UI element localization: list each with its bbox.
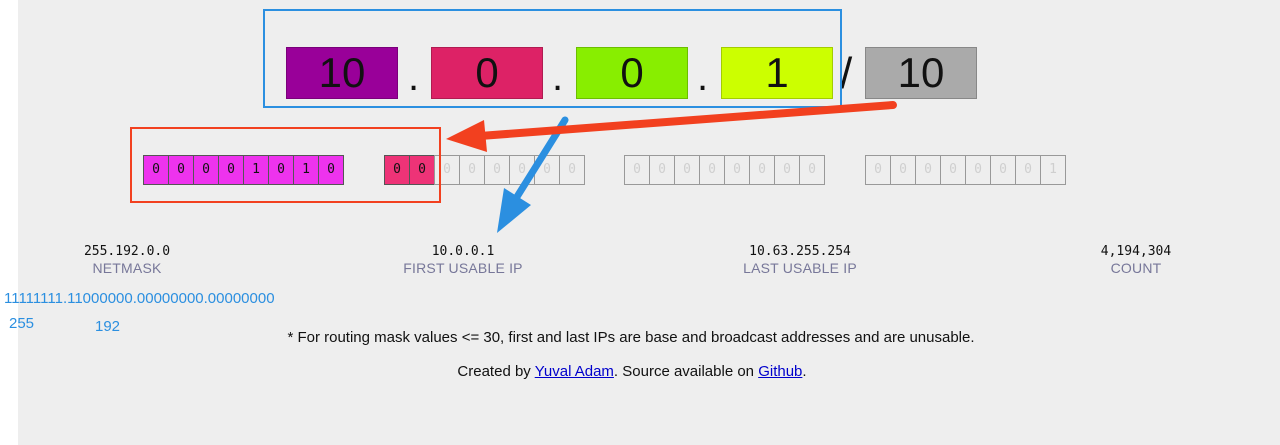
bit-cell: 0 (168, 155, 194, 185)
bit-cell: 0 (559, 155, 585, 185)
octet-2-field[interactable]: 0 (431, 47, 543, 99)
count-stat: 4,194,304 COUNT (1036, 244, 1236, 276)
bit-cell: 0 (434, 155, 460, 185)
octet-3-field[interactable]: 0 (576, 47, 688, 99)
github-link[interactable]: Github (758, 363, 803, 380)
bit-cell: 0 (318, 155, 344, 185)
annotation-192: 192 (95, 318, 121, 335)
arrow-red-head (446, 120, 487, 152)
count-label: COUNT (1110, 260, 1162, 276)
bit-cell: 0 (990, 155, 1016, 185)
period-text: . (802, 363, 807, 380)
binary-mask-annotation: 11111111.11000000.00000000.00000000 (4, 290, 275, 307)
bit-cell: 0 (940, 155, 966, 185)
bit-cell: 0 (965, 155, 991, 185)
bit-cell: 0 (459, 155, 485, 185)
netmask-label: NETMASK (92, 260, 162, 276)
bit-cell: 1 (1040, 155, 1066, 185)
highlight-box-red (130, 127, 441, 203)
bit-cell: 0 (724, 155, 750, 185)
octet-4-field[interactable]: 1 (721, 47, 833, 99)
last-ip-value: 10.63.255.254 (749, 244, 851, 259)
first-ip-value: 10.0.0.1 (431, 244, 495, 259)
author-link[interactable]: Yuval Adam (534, 363, 614, 380)
footer-credits: Created by Yuval Adam. Source available … (0, 363, 1264, 380)
bit-cell: 0 (409, 155, 435, 185)
bit-cell: 0 (268, 155, 294, 185)
first-ip-stat: 10.0.0.1 FIRST USABLE IP (363, 244, 563, 276)
bit-cell: 0 (193, 155, 219, 185)
last-ip-label: LAST USABLE IP (743, 260, 857, 276)
dot-separator: . (552, 55, 564, 99)
bit-cell: 0 (865, 155, 891, 185)
bit-cell: 0 (799, 155, 825, 185)
netmask-stat: 255.192.0.0 NETMASK (27, 244, 227, 276)
netmask-value: 255.192.0.0 (83, 244, 171, 259)
bit-cell: 0 (674, 155, 700, 185)
highlight-box-blue (263, 9, 842, 108)
source-text: . Source available on (613, 363, 759, 380)
bit-cell: 0 (218, 155, 244, 185)
bit-cell: 0 (749, 155, 775, 185)
bit-cell: 0 (699, 155, 725, 185)
arrow-blue-head (497, 188, 531, 233)
bit-cell: 0 (774, 155, 800, 185)
first-ip-label: FIRST USABLE IP (403, 260, 523, 276)
bit-cell: 0 (143, 155, 169, 185)
footer-note: * For routing mask values <= 30, first a… (287, 329, 975, 346)
dot-separator: . (408, 55, 420, 99)
last-ip-stat: 10.63.255.254 LAST USABLE IP (700, 244, 900, 276)
cidr-field[interactable]: 10 (865, 47, 977, 99)
count-value: 4,194,304 (1100, 244, 1172, 259)
octet-1-field[interactable]: 10 (286, 47, 398, 99)
created-by-text: Created by (457, 363, 535, 380)
bit-cell: 0 (624, 155, 650, 185)
dot-separator: . (697, 55, 709, 99)
cidr-slash: / (840, 49, 853, 98)
arrow-red-shaft (476, 101, 897, 140)
annotation-255: 255 (9, 315, 35, 332)
